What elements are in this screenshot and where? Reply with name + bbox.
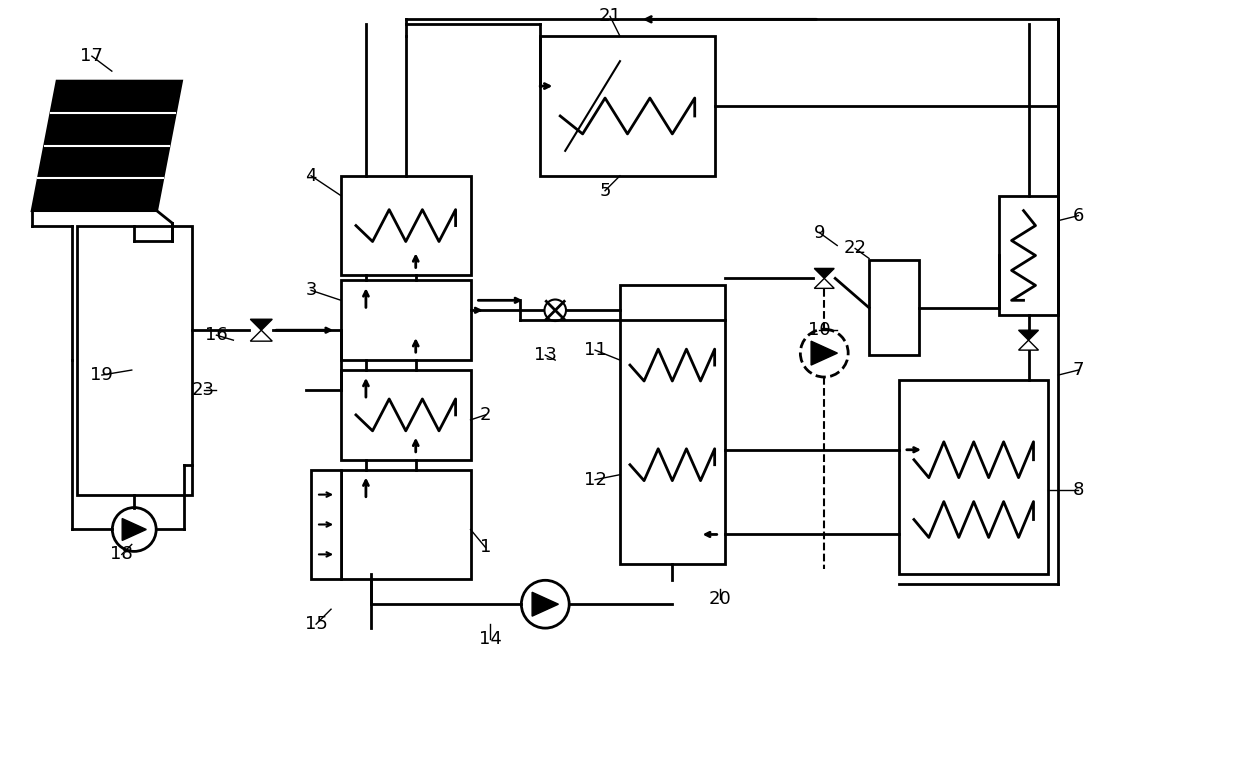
Bar xyxy=(999,195,1058,315)
Bar xyxy=(341,370,471,460)
Text: 7: 7 xyxy=(1073,361,1084,379)
Text: 12: 12 xyxy=(584,471,607,489)
Bar xyxy=(620,286,725,564)
Text: 22: 22 xyxy=(844,239,866,258)
Bar xyxy=(77,225,192,495)
Polygon shape xyxy=(812,341,838,365)
Text: 10: 10 xyxy=(808,321,830,339)
Bar xyxy=(869,260,919,355)
Bar xyxy=(341,469,471,579)
Bar xyxy=(311,469,341,579)
Text: 5: 5 xyxy=(600,181,611,200)
Text: 1: 1 xyxy=(479,538,491,557)
Text: 6: 6 xyxy=(1073,207,1084,225)
Polygon shape xyxy=(32,81,182,211)
Text: 19: 19 xyxy=(90,366,113,384)
Bar xyxy=(341,176,471,276)
Polygon shape xyxy=(250,320,273,330)
Text: 23: 23 xyxy=(192,381,216,399)
Text: 11: 11 xyxy=(584,341,606,359)
Polygon shape xyxy=(814,269,834,279)
Text: 17: 17 xyxy=(81,47,103,65)
Polygon shape xyxy=(814,279,834,289)
Text: 15: 15 xyxy=(305,615,327,633)
Text: 21: 21 xyxy=(598,8,622,25)
Bar xyxy=(900,380,1048,574)
Polygon shape xyxy=(532,592,559,616)
Text: 14: 14 xyxy=(479,630,502,648)
Text: 18: 18 xyxy=(110,545,133,564)
Polygon shape xyxy=(1018,330,1038,340)
Polygon shape xyxy=(123,519,146,540)
Text: 9: 9 xyxy=(814,224,825,242)
Text: 20: 20 xyxy=(709,591,731,608)
Text: 16: 16 xyxy=(206,327,228,344)
Polygon shape xyxy=(250,330,273,341)
Bar xyxy=(540,36,715,176)
Polygon shape xyxy=(1018,340,1038,350)
Bar xyxy=(341,280,471,360)
Text: 8: 8 xyxy=(1073,481,1084,499)
Text: 2: 2 xyxy=(479,406,491,424)
Text: 3: 3 xyxy=(305,281,317,300)
Text: 13: 13 xyxy=(534,346,556,364)
Text: 4: 4 xyxy=(305,167,317,185)
